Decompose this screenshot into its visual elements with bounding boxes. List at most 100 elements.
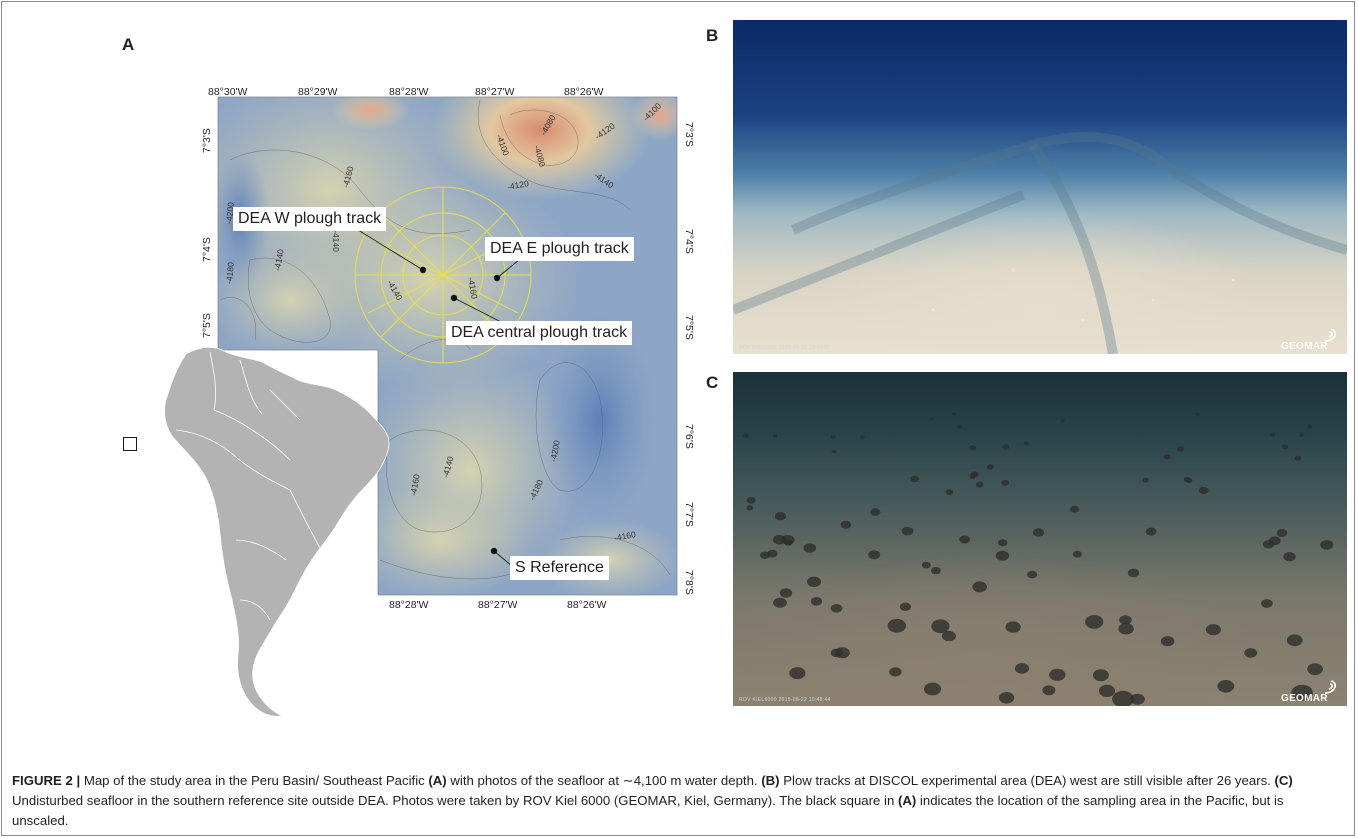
nodule (1286, 634, 1303, 647)
nodule (901, 526, 914, 536)
nodule (959, 535, 970, 544)
nodule (1005, 621, 1021, 633)
lon-label-top: 88°27'W (475, 86, 515, 98)
nodule (1098, 684, 1116, 697)
nodule (1176, 446, 1184, 452)
nodule (1217, 680, 1235, 693)
sampling-area-square (123, 437, 137, 451)
nodule (810, 597, 823, 606)
nodule (1049, 668, 1066, 681)
geomar-logo-icon (1324, 680, 1337, 694)
nodule (772, 434, 778, 438)
nodule (1269, 432, 1276, 437)
nodule (1127, 568, 1140, 578)
nodule (941, 630, 956, 642)
nodule (840, 520, 852, 529)
nodule (767, 549, 778, 558)
nodule (969, 474, 976, 479)
nodule (1183, 476, 1191, 483)
figure-caption: FIGURE 2 | Map of the study area in the … (12, 771, 1342, 831)
nodule (1042, 685, 1056, 696)
nodule (998, 692, 1015, 704)
nodule (1001, 479, 1009, 486)
nodule (1112, 690, 1134, 706)
nodule (1281, 444, 1289, 450)
photo-c-undisturbed-seafloor: ROV KIEL6000 2015-08-22 10:48:44 GEOMAR (733, 372, 1347, 706)
nodule (1145, 527, 1157, 536)
nodule (1023, 441, 1030, 446)
nodule (1276, 529, 1288, 537)
nodule (972, 581, 987, 593)
nodule (931, 566, 941, 575)
photo-b-timestamp: ROV KIEL6000 2015-08-31 13:40:07 (739, 345, 831, 351)
nodule (931, 619, 950, 634)
panel-label-b: B (706, 26, 719, 45)
nodule (1244, 648, 1258, 658)
caption-ref: (C) (1274, 773, 1293, 788)
caption-text: Plow tracks at DISCOL experimental area … (779, 773, 1275, 788)
nodule (830, 434, 836, 439)
nodule (1306, 424, 1313, 429)
caption-text: Map of the study area in the Peru Basin/… (80, 773, 429, 788)
south-america-outline (164, 346, 390, 717)
nodule (929, 417, 934, 421)
caption-text: Undisturbed seafloor in the southern ref… (12, 793, 898, 808)
callout-dea-central: DEA central plough track (446, 321, 633, 345)
nodule (1119, 615, 1132, 625)
lon-label-top: 88°26'W (564, 86, 604, 98)
nodule (870, 508, 881, 516)
nodule (773, 597, 787, 608)
nodule (1163, 454, 1171, 460)
lon-label-bottom: 88°28'W (389, 599, 429, 611)
nodule (774, 512, 786, 521)
nodule (835, 647, 850, 659)
nodule (1198, 486, 1209, 494)
bathymetry-map (164, 96, 678, 717)
callout-s-reference: S Reference (510, 556, 609, 580)
site-dea-e (493, 274, 501, 282)
caption-ref: (A) (428, 773, 447, 788)
nodule (1294, 455, 1302, 461)
nodule (1142, 477, 1149, 483)
nodule (945, 489, 954, 495)
nodule (951, 412, 957, 416)
nodule (1320, 540, 1334, 550)
caption-text: indicates the location of the sampling a… (12, 793, 1284, 828)
nodule (1195, 412, 1200, 416)
panel-label-a: A (122, 35, 135, 54)
nodule (1060, 418, 1065, 423)
nodule (789, 667, 806, 680)
nodule (1268, 536, 1281, 546)
nodule (1160, 636, 1175, 647)
nodule (910, 475, 920, 482)
nodule (772, 534, 786, 545)
nodule (1014, 663, 1030, 674)
nodule (1092, 669, 1109, 682)
panel-label-c: C (706, 373, 719, 392)
lon-label-bottom: 88°26'W (567, 599, 607, 611)
callout-dea-w: DEA W plough track (233, 207, 387, 231)
photo-c-timestamp: ROV KIEL6000 2015-08-22 10:48:44 (739, 697, 831, 703)
nodule (899, 602, 911, 611)
nodule (830, 604, 843, 613)
nodule (1283, 552, 1296, 562)
nodule (1118, 623, 1134, 635)
site-markers (357, 229, 526, 567)
nodule (1002, 444, 1010, 450)
nodule (1032, 528, 1045, 537)
nodule (969, 445, 976, 451)
nodule (803, 543, 817, 553)
nodule (1072, 550, 1082, 558)
lon-label-top: 88°30'W (208, 86, 248, 98)
nodule (1130, 693, 1145, 705)
nodule (1299, 433, 1305, 437)
nodule (957, 425, 963, 429)
site-s-reference (490, 547, 498, 555)
nodule (889, 667, 902, 677)
nodule (1205, 624, 1221, 636)
site-dea-central (450, 294, 458, 302)
geomar-logo: GEOMAR (1281, 693, 1328, 704)
nodule (1069, 505, 1080, 513)
nodule (831, 449, 837, 454)
